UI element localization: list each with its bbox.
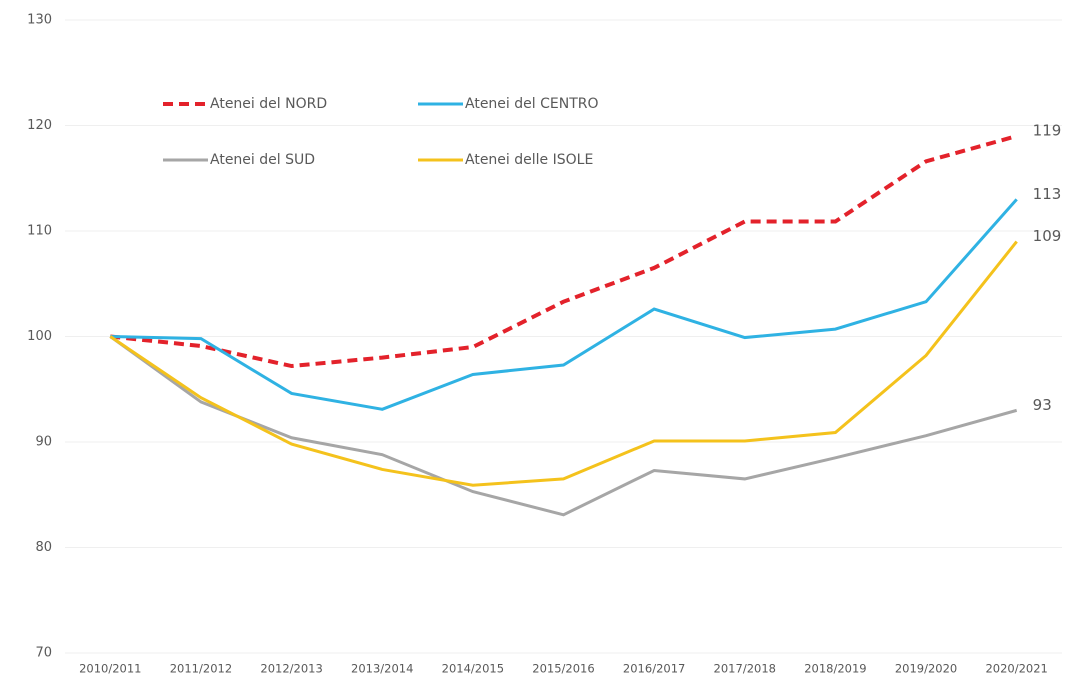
series-line [110, 134, 1018, 369]
x-tick-label: 2014/2015 [442, 662, 504, 676]
series-line [110, 198, 1018, 411]
x-tick-label: 2015/2016 [532, 662, 594, 676]
x-tick-label: 2010/2011 [79, 662, 141, 676]
x-tick-label: 2013/2014 [351, 662, 413, 676]
legend-label: Atenei del CENTRO [465, 96, 599, 112]
y-tick-label: 100 [27, 329, 52, 344]
legend-label: Atenei del NORD [210, 96, 327, 112]
series-line [109, 335, 1018, 517]
y-tick-label: 110 [27, 224, 52, 239]
x-tick-label: 2020/2021 [985, 662, 1047, 676]
end-value-label: 119 [1033, 122, 1062, 140]
series-line [109, 240, 1018, 487]
x-tick-label: 2012/2013 [260, 662, 322, 676]
end-value-label: 113 [1033, 185, 1062, 203]
x-tick-label: 2011/2012 [170, 662, 232, 676]
end-value-label: 109 [1033, 227, 1062, 245]
x-tick-label: 2018/2019 [804, 662, 866, 676]
y-tick-label: 70 [35, 646, 52, 661]
y-tick-label: 120 [27, 118, 52, 133]
y-tick-label: 130 [27, 13, 52, 28]
end-value-label: 93 [1033, 396, 1052, 414]
y-tick-label: 80 [35, 540, 52, 555]
x-tick-label: 2019/2020 [895, 662, 957, 676]
x-tick-label: 2017/2018 [714, 662, 776, 676]
x-tick-label: 2016/2017 [623, 662, 685, 676]
legend-label: Atenei delle ISOLE [465, 152, 593, 168]
y-tick-label: 90 [35, 435, 52, 450]
legend-label: Atenei del SUD [210, 152, 315, 168]
